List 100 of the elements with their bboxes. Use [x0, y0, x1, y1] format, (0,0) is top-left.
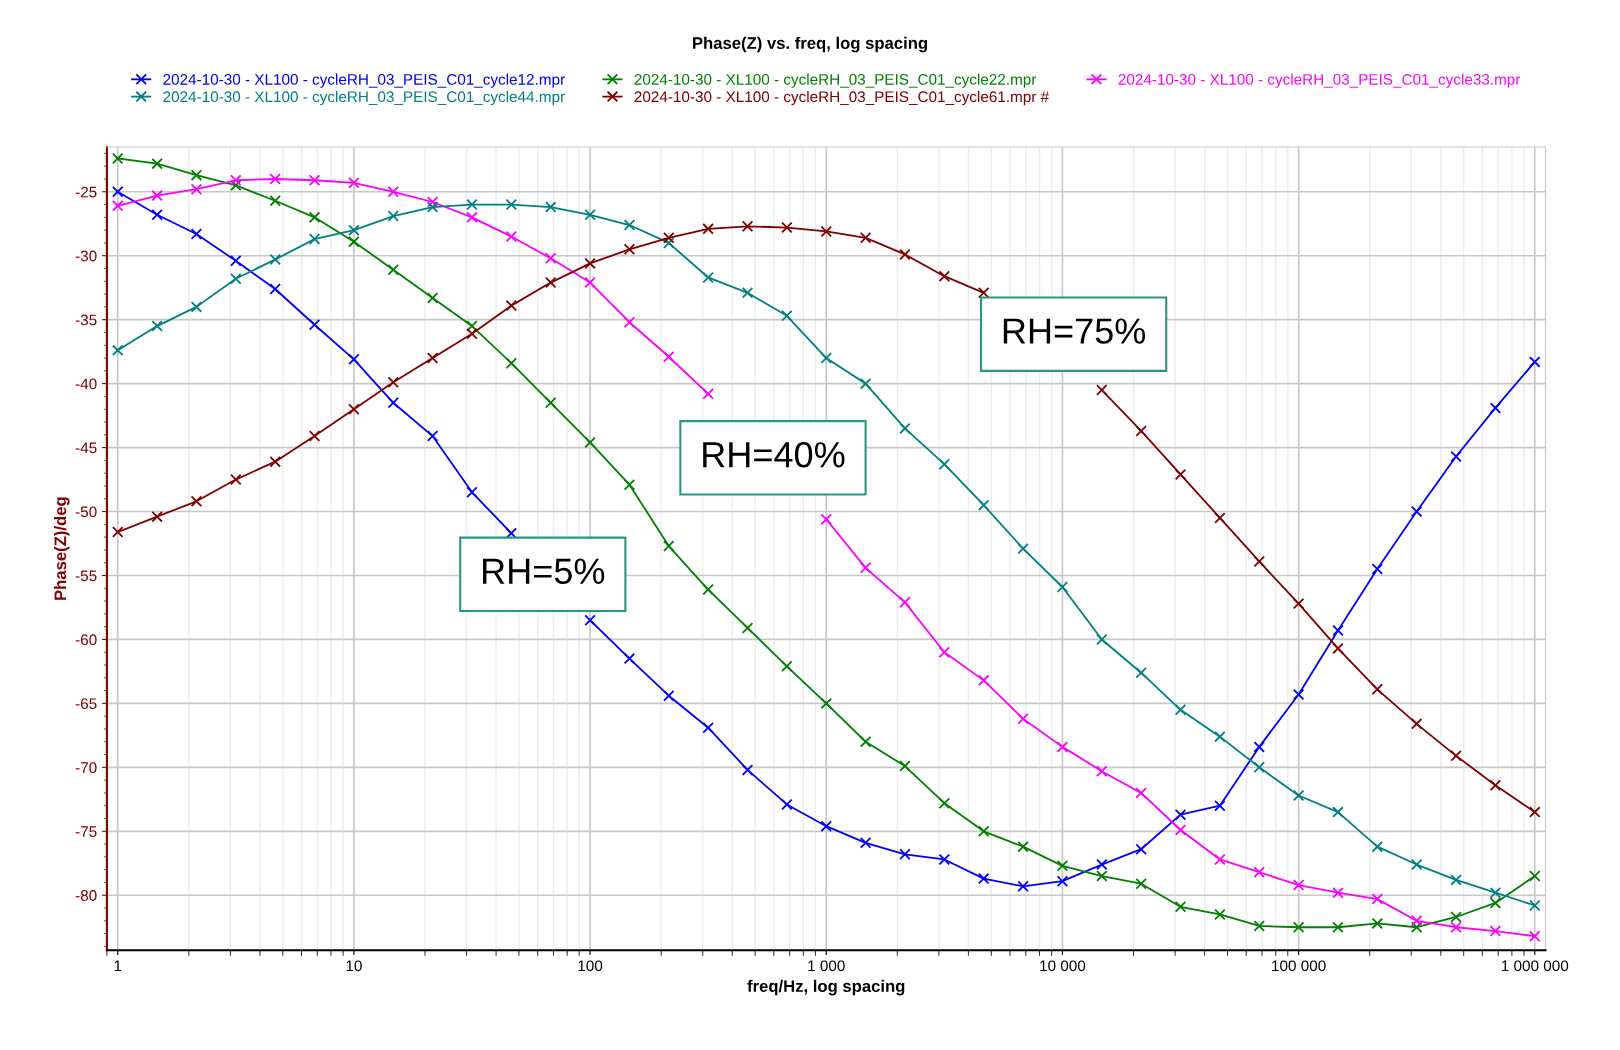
point — [584, 209, 596, 221]
point — [859, 735, 872, 748]
point — [1096, 633, 1108, 646]
point — [1529, 356, 1541, 368]
legend-label: 2024-10-30 - XL100 - cycleRH_03_PEIS_C01_cycle22.mpr — [634, 73, 1037, 88]
point — [190, 301, 203, 313]
point — [387, 186, 400, 198]
point — [1410, 858, 1423, 871]
point — [663, 540, 675, 552]
legend-label: 2024-10-30 - XL100 - cycleRH_03_PEIS_C01_cycle44.mpr — [163, 90, 565, 106]
point — [584, 276, 596, 289]
point — [505, 198, 518, 211]
y-tick-label: -70 — [75, 762, 97, 774]
point — [230, 174, 242, 187]
point — [899, 848, 911, 861]
point — [111, 200, 124, 212]
point — [938, 797, 951, 809]
point — [1371, 917, 1384, 930]
point — [702, 388, 714, 400]
point — [1292, 921, 1305, 933]
point — [1135, 877, 1147, 890]
point — [1529, 930, 1541, 942]
point — [1450, 911, 1462, 923]
point — [544, 252, 557, 265]
point — [308, 174, 321, 187]
point — [859, 837, 872, 849]
point — [111, 152, 124, 165]
x-tick-label: 100 — [578, 960, 603, 972]
point — [1214, 512, 1226, 524]
point — [1056, 875, 1069, 887]
x-tick-label: 1 — [114, 960, 122, 972]
point — [859, 377, 872, 390]
point — [308, 319, 321, 331]
annotation: RH=75% — [1003, 318, 1146, 344]
point — [1214, 799, 1226, 812]
point — [1292, 879, 1305, 891]
point — [1096, 765, 1108, 777]
y-tick-label: -80 — [75, 890, 97, 901]
point — [977, 872, 990, 885]
x-tick-label: 10 000 — [1040, 960, 1086, 972]
point — [938, 458, 951, 470]
y-tick-label: -35 — [75, 314, 97, 326]
point — [702, 223, 714, 235]
point — [387, 264, 400, 276]
point — [111, 344, 124, 357]
point — [348, 224, 360, 236]
point — [348, 235, 360, 248]
point — [308, 211, 321, 224]
point — [820, 697, 833, 710]
point — [1253, 866, 1266, 878]
point — [663, 350, 675, 363]
point — [1529, 899, 1541, 912]
point — [230, 272, 242, 285]
point — [1410, 718, 1423, 730]
x-tick-label: 1 000 — [808, 960, 845, 972]
point — [1135, 787, 1147, 799]
point — [899, 248, 911, 261]
point — [1135, 425, 1147, 437]
point — [1489, 779, 1502, 792]
point — [1292, 789, 1305, 802]
point — [1174, 704, 1187, 716]
legend-label: 2024-10-30 - XL100 - cycleRH_03_PEIS_C01_cycle61.mpr # — [634, 90, 1050, 106]
point — [1489, 402, 1502, 414]
y-tick-label: -55 — [75, 570, 97, 582]
point — [781, 310, 793, 322]
point — [348, 353, 360, 366]
point — [230, 255, 242, 267]
point — [1332, 886, 1344, 899]
annotation: RH=5% — [483, 558, 605, 585]
point — [1135, 666, 1147, 679]
point — [781, 660, 793, 673]
point — [151, 320, 163, 332]
y-tick-label: -25 — [75, 186, 97, 198]
point — [1096, 870, 1108, 882]
chart-title: Phase(Z) vs. freq, log spacing — [693, 36, 927, 53]
legend-label: 2024-10-30 - XL100 - cycleRH_03_PEIS_C01_cycle12.mpr — [163, 73, 565, 88]
point — [623, 243, 636, 256]
point — [466, 211, 478, 224]
y-tick-label: -60 — [75, 634, 97, 646]
point — [387, 376, 400, 389]
point — [466, 198, 478, 211]
point — [505, 230, 518, 243]
annotation: RH=40% — [703, 441, 845, 468]
point — [938, 270, 951, 282]
point — [308, 430, 321, 442]
point — [741, 764, 754, 776]
point — [977, 287, 990, 299]
point — [111, 526, 124, 538]
point — [190, 228, 203, 240]
point — [1214, 908, 1226, 921]
point — [505, 299, 518, 312]
point — [781, 798, 793, 811]
point — [1174, 824, 1187, 836]
point — [544, 397, 557, 409]
point — [663, 237, 675, 249]
point — [1174, 900, 1187, 913]
point — [1410, 505, 1423, 518]
point — [1371, 893, 1384, 905]
point — [466, 320, 478, 332]
point — [1253, 920, 1266, 932]
